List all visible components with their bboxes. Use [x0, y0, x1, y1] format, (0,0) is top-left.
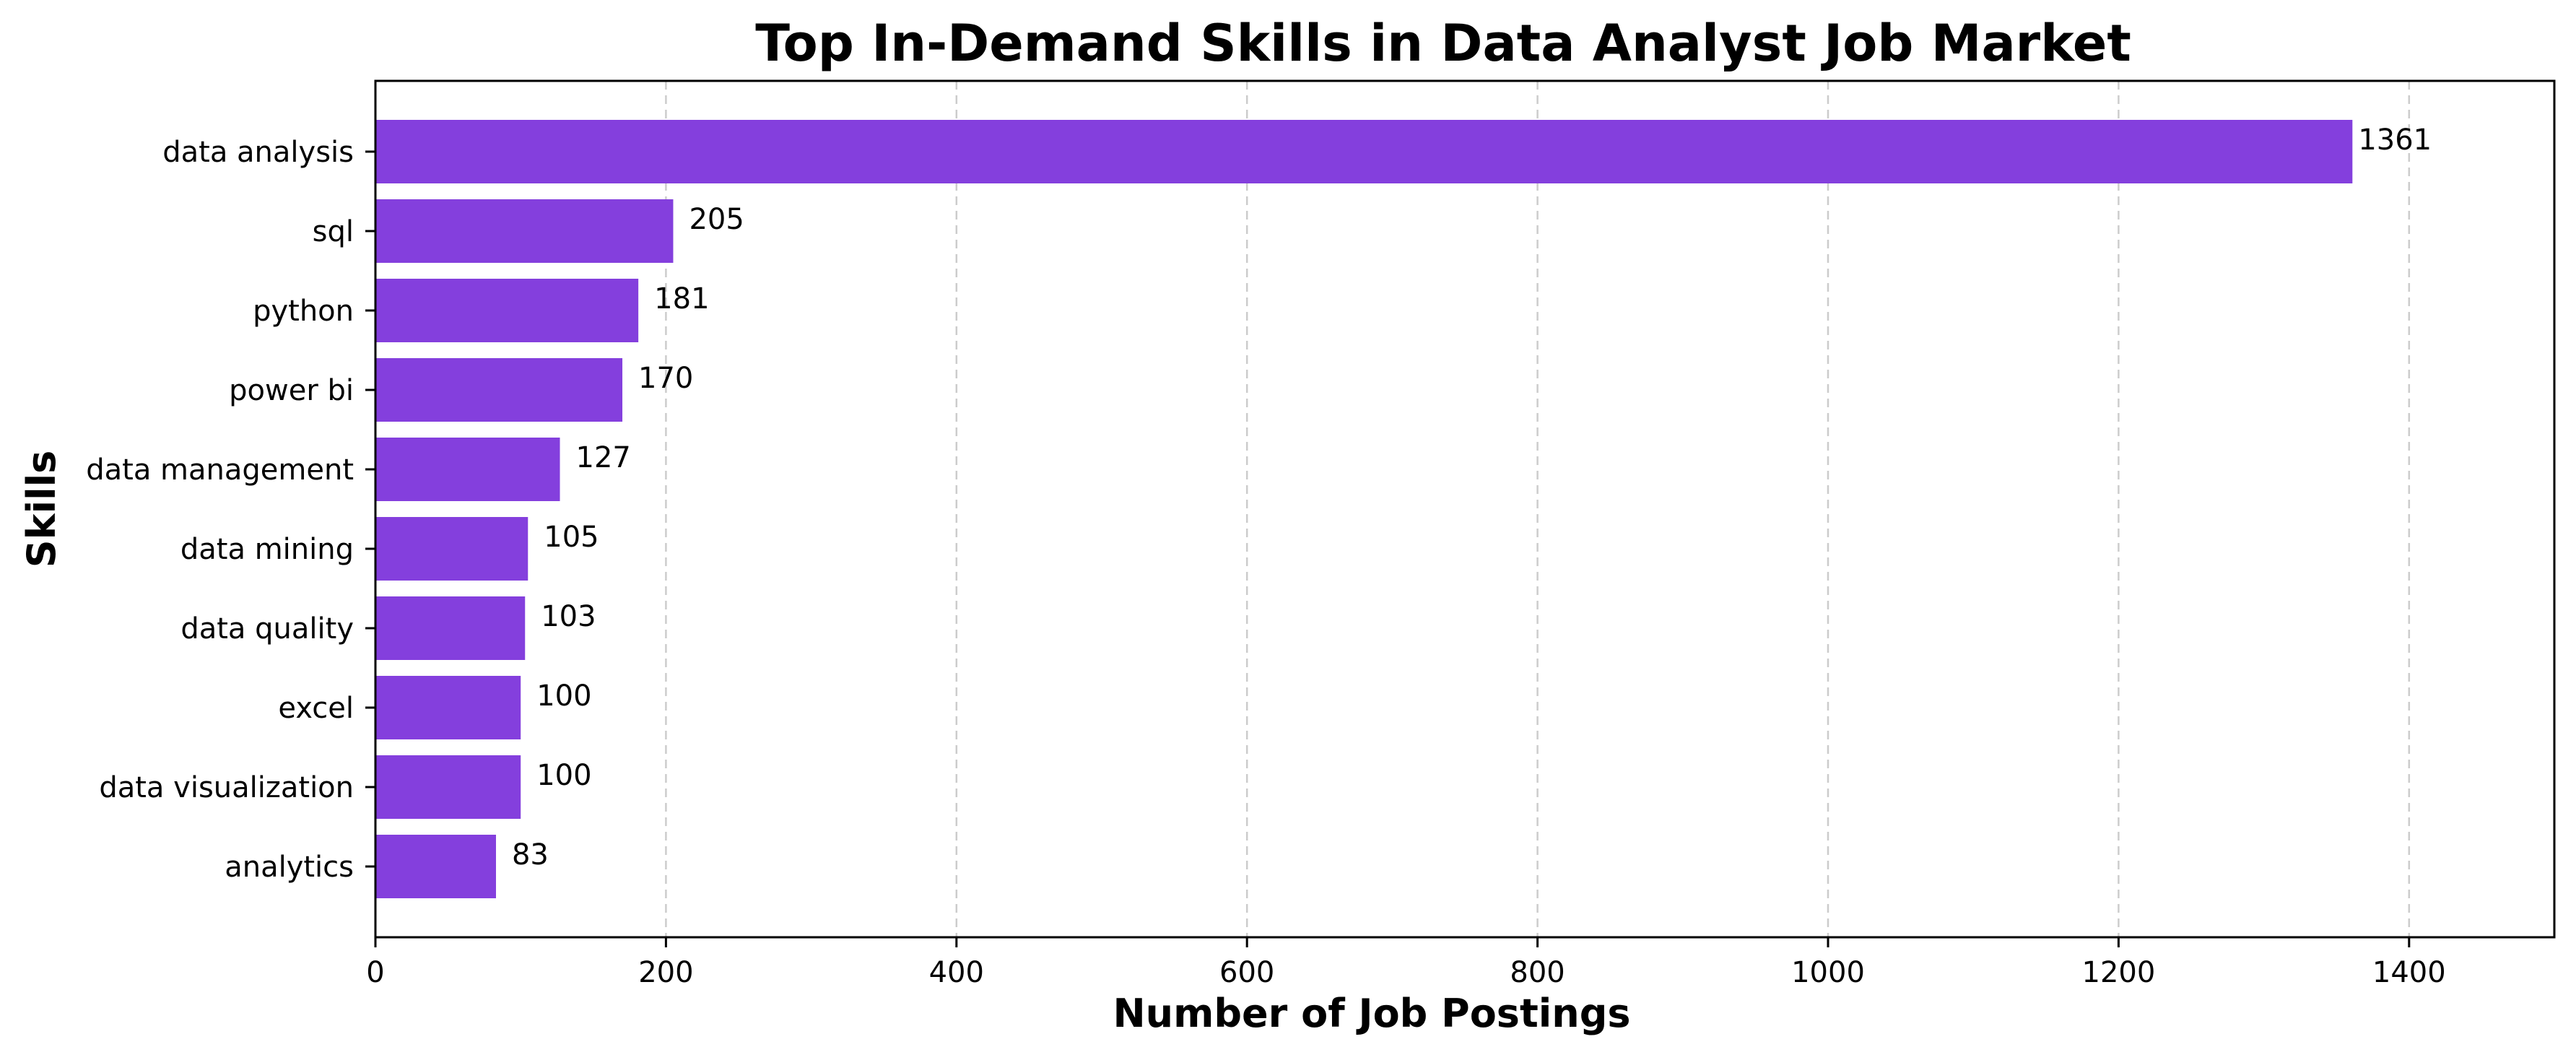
bar	[375, 120, 2353, 183]
y-tick-label: data mining	[180, 533, 354, 566]
x-tick-label: 800	[1510, 956, 1565, 989]
y-axis-label: Skills	[19, 451, 64, 568]
x-tick-label: 1000	[1791, 956, 1865, 989]
bar	[375, 835, 496, 898]
bar-value-label: 127	[576, 441, 631, 474]
bar	[375, 676, 521, 739]
bar-value-label: 83	[512, 838, 549, 872]
y-tick-label: data visualization	[99, 771, 354, 804]
data-labels: 1361 205 181 170 127 105 103 100 100 83	[512, 123, 2432, 872]
y-tick-label: power bi	[229, 374, 354, 407]
y-tick-label: data management	[86, 453, 354, 487]
y-tick-label: data quality	[180, 612, 354, 646]
x-tick-label: 1400	[2372, 956, 2446, 989]
bar	[375, 438, 560, 501]
bar	[375, 199, 674, 263]
grid-lines	[665, 81, 2411, 937]
chart-title: Top In-Demand Skills in Data Analyst Job…	[755, 14, 2131, 73]
x-tick-label: 600	[1219, 956, 1274, 989]
plot-frame	[374, 79, 2556, 939]
bar	[375, 755, 521, 819]
x-axis-label: Number of Job Postings	[1113, 991, 1630, 1036]
bar-value-label: 170	[638, 362, 693, 395]
bar-value-label: 205	[689, 203, 744, 236]
y-tick-label: sql	[313, 215, 354, 248]
bar-value-label: 181	[654, 282, 709, 316]
bar-value-label: 100	[536, 759, 591, 792]
bar-value-label: 1361	[2358, 123, 2432, 157]
y-tick-label: data analysis	[162, 136, 354, 169]
y-axis-ticks: data analysis sql python power bi data manag…	[86, 136, 375, 884]
y-tick-label: python	[253, 295, 354, 328]
bar-value-label: 103	[541, 600, 596, 633]
bar	[375, 358, 623, 422]
bar	[375, 279, 639, 342]
x-tick-label: 0	[366, 956, 384, 989]
bars	[375, 120, 2353, 898]
bar	[375, 596, 526, 660]
bar-value-label: 100	[536, 679, 591, 713]
x-tick-label: 400	[929, 956, 984, 989]
bar	[375, 517, 528, 581]
y-tick-label: excel	[278, 692, 354, 725]
x-tick-label: 200	[638, 956, 693, 989]
x-axis-ticks: 0 200 400 600 800 1000 1200 1400	[366, 937, 2446, 989]
y-tick-label: analytics	[225, 851, 354, 884]
x-tick-label: 1200	[2082, 956, 2156, 989]
bar-value-label: 105	[544, 521, 599, 554]
